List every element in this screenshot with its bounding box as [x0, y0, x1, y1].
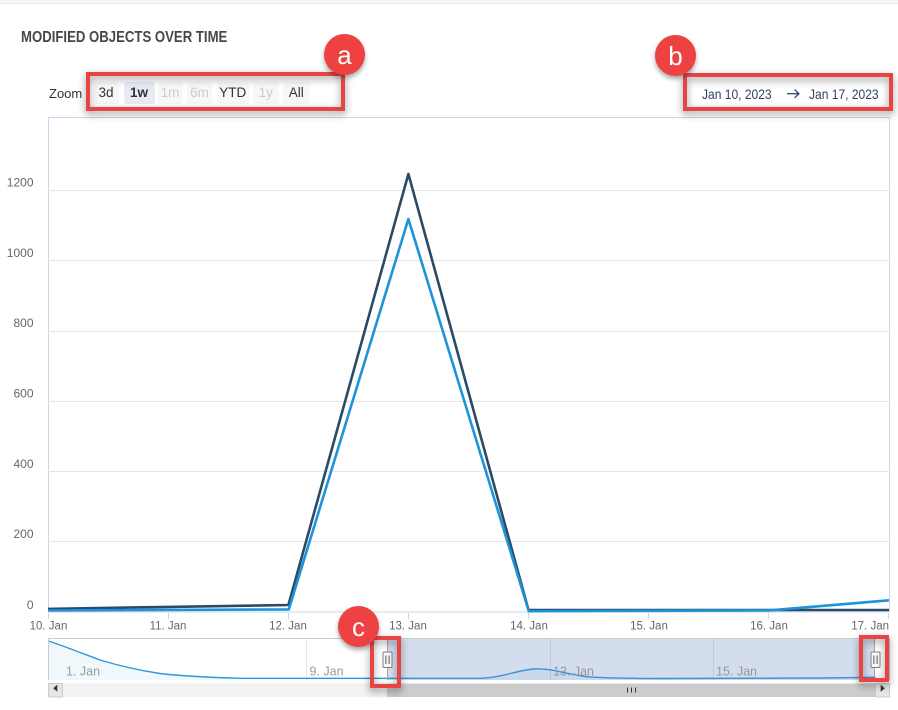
svg-text:600: 600 — [13, 387, 33, 401]
svg-text:1. Jan: 1. Jan — [66, 665, 100, 679]
svg-text:9. Jan: 9. Jan — [310, 665, 344, 679]
svg-text:13. Jan: 13. Jan — [389, 621, 427, 633]
svg-text:16. Jan: 16. Jan — [750, 621, 788, 633]
svg-text:14. Jan: 14. Jan — [510, 621, 548, 633]
svg-text:13. Jan: 13. Jan — [553, 665, 594, 679]
svg-text:1000: 1000 — [7, 246, 34, 260]
svg-text:15. Jan: 15. Jan — [716, 665, 757, 679]
svg-text:15. Jan: 15. Jan — [630, 621, 668, 633]
svg-text:17. Jan: 17. Jan — [851, 621, 889, 633]
svg-text:10. Jan: 10. Jan — [30, 621, 68, 633]
svg-text:11. Jan: 11. Jan — [150, 621, 187, 633]
svg-text:0: 0 — [27, 598, 34, 612]
svg-text:12. Jan: 12. Jan — [269, 621, 307, 633]
svg-text:400: 400 — [13, 457, 33, 471]
svg-text:200: 200 — [13, 527, 33, 541]
svg-text:1200: 1200 — [7, 176, 34, 190]
svg-text:800: 800 — [13, 316, 33, 330]
